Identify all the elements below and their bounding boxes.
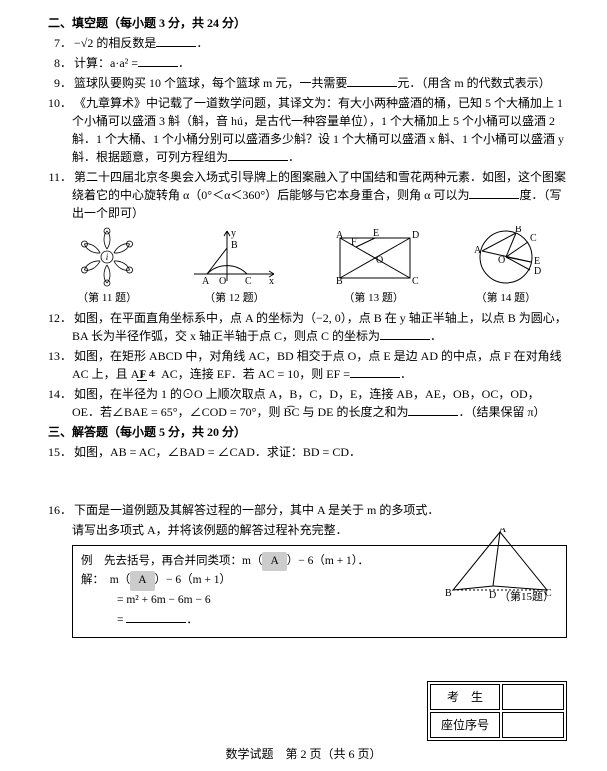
q12-text-b: ． — [430, 329, 442, 343]
q15-text: 如图，AB = AC，∠BAD = ∠CAD．求证：BD = CD． — [74, 445, 361, 459]
figure-row: i （第 11 题） y B O A C x （第 12 题） A E D F … — [48, 226, 567, 307]
q14-text-b: ．（结果保留 π） — [458, 405, 545, 419]
q13-num: 13． — [48, 347, 72, 365]
seat-stamp: 考 生 座位序号 — [427, 681, 567, 741]
q12-blank — [380, 327, 430, 340]
svg-text:C: C — [530, 233, 537, 244]
svg-text:B: B — [336, 276, 343, 287]
q9-text-b: 元．（用含 m 的代数式表示） — [397, 76, 550, 90]
section-2-title: 二、填空题（每小题 3 分，共 24 分） — [48, 14, 567, 32]
q10-num: 10． — [48, 94, 72, 112]
question-10: 10．《九章算术》中记载了一道数学问题，其译文为：有大小两种盛酒的桶，已知 5 … — [48, 94, 567, 166]
fig12-cap: （第 12 题） — [189, 290, 279, 307]
question-7: 7．−√2 的相反数是 ． — [48, 34, 567, 52]
q7-blank — [156, 34, 196, 47]
q11-blank — [469, 186, 519, 199]
grey-blank-a: A — [262, 552, 286, 572]
svg-text:A: A — [499, 528, 507, 535]
svg-text:B: B — [231, 240, 238, 251]
q8-text-b: ． — [178, 56, 190, 70]
q8-text-a: 计算：a·a² = — [74, 56, 138, 70]
q13-blank — [350, 365, 400, 378]
box-blank — [126, 610, 186, 623]
q9-blank — [347, 74, 397, 87]
q13-text-c: ． — [400, 367, 412, 381]
figure-12: y B O A C x （第 12 题） — [189, 226, 279, 307]
q10-text-b: ． — [288, 150, 300, 164]
fig14-cap: （第 14 题） — [468, 290, 544, 307]
rect-diagram: A E D F O B C — [326, 226, 422, 288]
svg-text:A: A — [336, 230, 344, 241]
svg-text:E: E — [534, 256, 540, 267]
svg-text:y: y — [231, 228, 236, 239]
question-13: 13．如图，在矩形 ABCD 中，对角线 AC，BD 相交于点 O，点 E 是边… — [48, 347, 567, 383]
svg-text:E: E — [373, 228, 379, 239]
svg-text:C: C — [245, 276, 252, 287]
question-12: 12．如图，在平面直角坐标系中，点 A 的坐标为（−2, 0），点 B 在 y … — [48, 309, 567, 345]
q7-text-b: ． — [196, 36, 208, 50]
svg-text:D: D — [534, 266, 541, 277]
q14-num: 14． — [48, 385, 72, 403]
svg-text:x: x — [269, 276, 274, 287]
svg-text:A: A — [202, 276, 210, 287]
box-line-4: = ． — [81, 610, 558, 631]
question-9: 9．篮球队要购买 10 个篮球，每个篮球 m 元，一共需要 元．（用含 m 的代数… — [48, 74, 567, 92]
snowflake-icon: i — [71, 226, 143, 288]
q12-num: 12． — [48, 309, 72, 327]
circle-diagram: A B C D E O — [468, 226, 544, 288]
box-line-1: 例 先去括号，再合并同类项：m（A）− 6（m + 1）． — [81, 552, 558, 572]
page-footer: 数学试题 第 2 页（共 6 页） — [0, 745, 607, 763]
section-3-title: 三、解答题（每小题 5 分，共 20 分） — [48, 423, 567, 441]
svg-text:O: O — [498, 255, 505, 266]
question-15: 15．如图，AB = AC，∠BAD = ∠CAD．求证：BD = CD． — [48, 443, 567, 461]
box-line-3: = m² + 6m − 6m − 6 — [81, 591, 558, 611]
coord-diagram: y B O A C x — [189, 226, 279, 288]
q14-blank — [408, 403, 458, 416]
svg-text:B: B — [515, 226, 522, 235]
q8-num: 8． — [48, 54, 72, 72]
q16-text-a: 下面是一道例题及其解答过程的一部分，其中 A 是关于 m 的多项式． — [74, 503, 439, 517]
question-8: 8．计算：a·a² = ． — [48, 54, 567, 72]
question-16: 16．下面是一道例题及其解答过程的一部分，其中 A 是关于 m 的多项式． — [48, 501, 567, 519]
fig13-cap: （第 13 题） — [326, 290, 422, 307]
q10-blank — [228, 148, 288, 161]
q11-num: 11． — [48, 168, 72, 186]
q12-text: 如图，在平面直角坐标系中，点 A 的坐标为（−2, 0），点 B 在 y 轴正半… — [72, 311, 567, 343]
svg-text:F: F — [351, 237, 357, 248]
svg-text:C: C — [412, 276, 419, 287]
q8-blank — [138, 54, 178, 67]
q15-num: 15． — [48, 443, 72, 461]
exam-page: 二、填空题（每小题 3 分，共 24 分） 7．−√2 的相反数是 ． 8．计算：… — [0, 0, 607, 771]
svg-text:A: A — [474, 245, 482, 256]
svg-text:O: O — [376, 255, 383, 266]
stamp-blank — [502, 684, 564, 710]
figure-11: i （第 11 题） — [71, 226, 143, 307]
stamp-a: 考 生 — [430, 684, 500, 710]
stamp-b: 座位序号 — [430, 712, 500, 738]
q9-text-a: 篮球队要购买 10 个篮球，每个篮球 m 元，一共需要 — [74, 76, 347, 90]
svg-text:O: O — [219, 276, 226, 287]
question-11: 11．第二十四届北京冬奥会入场式引导牌上的图案融入了中国结和雪花两种元素．如图，… — [48, 168, 567, 222]
q7-text-a: −√2 的相反数是 — [74, 36, 156, 50]
svg-text:D: D — [412, 230, 419, 241]
figure-13: A E D F O B C （第 13 题） — [326, 226, 422, 307]
stamp-blank2 — [502, 712, 564, 738]
q10-text: 《九章算术》中记载了一道数学问题，其译文为：有大小两种盛酒的桶，已知 5 个大桶… — [72, 96, 564, 164]
q9-num: 9． — [48, 74, 72, 92]
figure-14: A B C D E O （第 14 题） — [468, 226, 544, 307]
box-line-2: 解： m（A）− 6（m + 1） — [81, 571, 558, 591]
example-box: 例 先去括号，再合并同类项：m（A）− 6（m + 1）． 解： m（A）− 6… — [72, 545, 567, 638]
q13-text-b: AC，连接 EF．若 AC = 10，则 EF = — [161, 367, 350, 381]
fig11-cap: （第 11 题） — [71, 290, 143, 307]
q7-num: 7． — [48, 34, 72, 52]
question-14: 14．如图，在半径为 1 的⊙O 上顺次取点 A，B，C，D，E，连接 AB，A… — [48, 385, 567, 421]
q16-num: 16． — [48, 501, 72, 519]
grey-blank-b: A — [130, 571, 154, 591]
svg-text:i: i — [106, 252, 109, 262]
